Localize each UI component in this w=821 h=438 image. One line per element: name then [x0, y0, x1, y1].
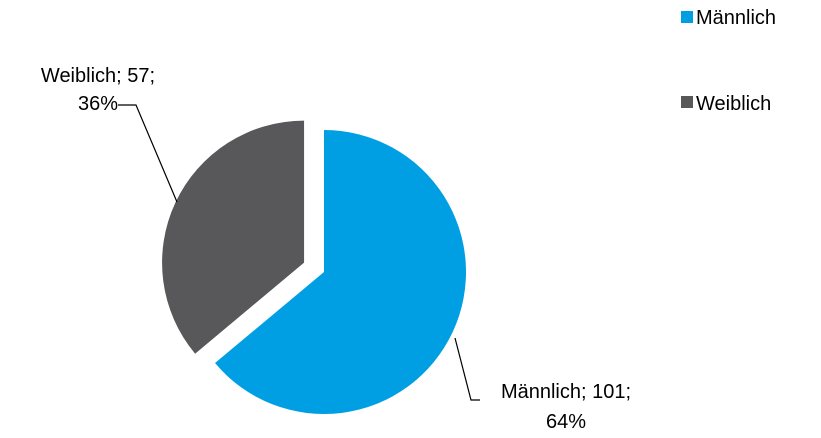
legend-item-maennlich: Männlich: [681, 7, 776, 29]
pie-slices: [162, 120, 466, 414]
pie-slice-weiblich: [162, 120, 305, 354]
leader-line-weiblich: [118, 104, 178, 203]
leader-line-maennlich: [454, 337, 480, 401]
legend-label-weiblich: Weiblich: [696, 93, 771, 115]
data-label-maennlich: Männlich; 101; 64%: [501, 381, 631, 433]
data-label-weiblich-line1: Weiblich; 57;: [41, 65, 155, 87]
data-label-maennlich-line1: Männlich; 101;: [501, 381, 631, 403]
legend: Männlich Weiblich: [681, 7, 776, 115]
data-label-maennlich-line2: 64%: [546, 411, 586, 433]
pie-slice-maennlich: [215, 130, 466, 414]
leader-lines: [118, 104, 480, 401]
legend-swatch-maennlich: [681, 11, 693, 23]
legend-item-weiblich: Weiblich: [681, 93, 771, 115]
legend-swatch-weiblich: [681, 96, 693, 108]
data-label-weiblich-line2: 36%: [78, 93, 118, 115]
data-label-weiblich: Weiblich; 57; 36%: [41, 65, 155, 115]
legend-label-maennlich: Männlich: [696, 7, 776, 29]
